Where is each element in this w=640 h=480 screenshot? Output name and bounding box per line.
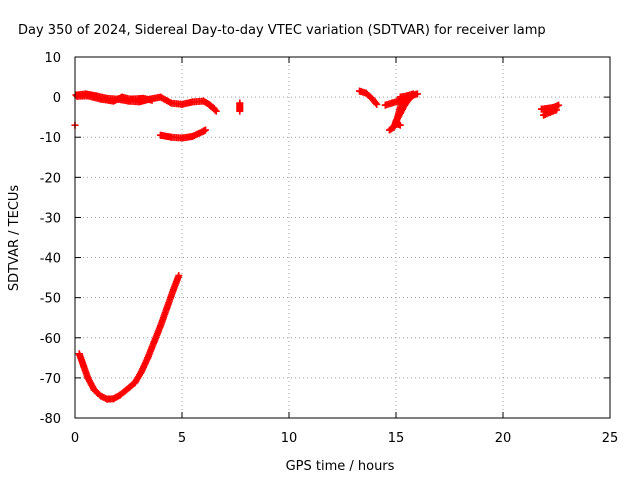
y-tick-label: -30 bbox=[40, 211, 61, 226]
series-track-h bbox=[356, 87, 381, 108]
y-tick-label: -80 bbox=[40, 412, 61, 427]
data-point bbox=[148, 96, 156, 104]
series-track-e bbox=[75, 272, 183, 403]
data-point bbox=[212, 107, 220, 115]
plot-frame bbox=[74, 56, 611, 419]
data-point bbox=[373, 100, 381, 108]
x-tick-label: 10 bbox=[281, 431, 298, 446]
data-point bbox=[555, 101, 563, 109]
x-tick-label: 5 bbox=[178, 431, 186, 446]
series-track-d bbox=[157, 126, 210, 142]
data-point bbox=[409, 90, 417, 98]
series-track-k bbox=[396, 90, 417, 101]
data-point bbox=[211, 106, 219, 114]
x-tick-label: 0 bbox=[71, 431, 79, 446]
y-tick-label: -70 bbox=[40, 372, 61, 387]
x-tick-label: 25 bbox=[602, 431, 619, 446]
data-point bbox=[166, 98, 174, 106]
y-tick-label: -60 bbox=[40, 332, 61, 347]
y-tick-label: 10 bbox=[44, 51, 61, 66]
x-tick-label: 20 bbox=[495, 431, 512, 446]
data-point bbox=[553, 106, 560, 114]
series-track-b bbox=[73, 92, 156, 105]
axis-ticks: 0 5 10 15 20 25 10 0 -10 -20 -30 -40 -50 -60 -70 -80 bbox=[40, 51, 619, 446]
data-point bbox=[396, 121, 404, 129]
data-point bbox=[236, 107, 244, 115]
y-tick-label: -10 bbox=[40, 131, 61, 146]
y-tick-label: 0 bbox=[53, 91, 61, 106]
y-tick-label: -20 bbox=[40, 171, 61, 186]
x-axis-label: GPS time / hours bbox=[286, 459, 395, 474]
chart-title: Day 350 of 2024, Sidereal Day-to-day VTE… bbox=[18, 23, 546, 38]
x-tick-label: 15 bbox=[388, 431, 405, 446]
series-track-c bbox=[206, 101, 220, 115]
y-tick-label: -40 bbox=[40, 252, 61, 267]
grid bbox=[75, 57, 610, 418]
data-point bbox=[202, 126, 210, 134]
series-track-m bbox=[540, 106, 560, 119]
y-tick-label: -50 bbox=[40, 292, 61, 307]
series-track-g bbox=[236, 99, 244, 115]
data-points bbox=[71, 87, 563, 403]
data-point bbox=[175, 272, 183, 280]
y-axis-label: SDTVAR / TECUs bbox=[7, 185, 22, 292]
data-point bbox=[372, 99, 380, 107]
